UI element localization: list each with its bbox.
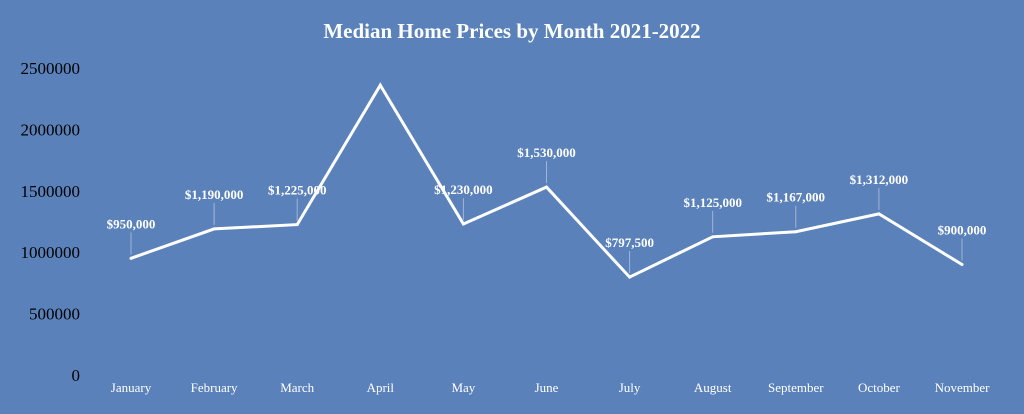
data-point	[129, 256, 133, 260]
x-tick-label: October	[858, 380, 901, 395]
data-label: $900,000	[938, 222, 987, 237]
x-tick-label: August	[694, 380, 732, 395]
data-point	[545, 185, 548, 189]
y-tick-label: 1500000	[21, 182, 81, 201]
data-label: $1,125,000	[683, 195, 742, 210]
data-labels: $950,000 $1,190,000 $1,225,000 $1,230,000 $1…	[107, 145, 987, 250]
data-point	[711, 235, 715, 239]
y-axis-ticks: 0 500000 1000000 1500000 2000000 2500000	[21, 59, 81, 385]
data-label: $1,230,000	[434, 182, 493, 197]
x-tick-label: September	[768, 380, 824, 395]
x-tick-label: May	[451, 380, 475, 395]
y-tick-label: 500000	[29, 305, 80, 324]
data-label: $950,000	[107, 216, 156, 231]
data-point	[628, 275, 632, 279]
x-tick-label: March	[280, 380, 314, 395]
data-label: $797,500	[605, 235, 654, 250]
data-point	[794, 230, 798, 234]
y-tick-label: 2500000	[21, 59, 81, 78]
data-label-leaders	[130, 161, 963, 274]
data-label: $1,312,000	[850, 172, 909, 187]
data-label: $1,530,000	[517, 145, 576, 160]
chart-title: Median Home Prices by Month 2021-2022	[323, 19, 700, 43]
y-tick-label: 1000000	[21, 243, 81, 262]
data-point	[960, 262, 964, 266]
data-point	[877, 212, 881, 216]
x-tick-label: July	[619, 380, 641, 395]
x-tick-label: April	[367, 380, 395, 395]
series-group	[129, 82, 964, 279]
x-axis-ticks: January February March April May June July Augu…	[111, 380, 990, 395]
x-tick-label: November	[935, 380, 991, 395]
y-tick-label: 0	[72, 366, 81, 385]
x-tick-label: February	[191, 380, 238, 395]
data-point	[212, 227, 216, 231]
data-point	[295, 223, 299, 227]
data-label: $1,167,000	[767, 190, 826, 205]
data-point	[378, 83, 382, 87]
y-tick-label: 2000000	[21, 120, 81, 139]
data-label: $1,190,000	[185, 187, 244, 202]
data-point	[461, 222, 465, 226]
data-label: $1,225,000	[268, 183, 327, 198]
x-tick-label: January	[111, 380, 152, 395]
x-tick-label: June	[535, 380, 559, 395]
